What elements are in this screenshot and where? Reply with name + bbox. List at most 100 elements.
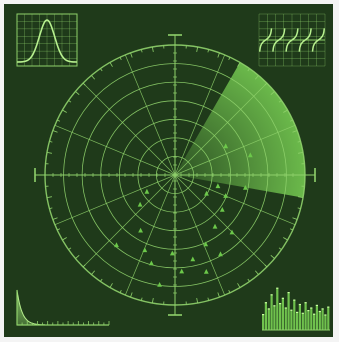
circumference-tick — [217, 292, 220, 298]
circumference-tick — [52, 217, 58, 220]
circumference-tick — [75, 254, 80, 259]
circumference-tick — [247, 278, 250, 282]
circumference-tick — [292, 130, 298, 133]
radar-blip — [223, 193, 228, 198]
circumference-tick — [141, 297, 143, 301]
radar-blip — [203, 241, 209, 247]
circumference-tick — [82, 264, 86, 268]
radar-spoke — [124, 54, 176, 176]
circumference-tick — [297, 207, 301, 209]
spectrum-bar — [296, 312, 299, 330]
spectrum-bar — [287, 292, 290, 330]
radar-spoke — [174, 174, 296, 226]
circumference-tick — [100, 278, 103, 282]
circumference-tick — [278, 247, 282, 250]
spectrum-bar — [313, 314, 316, 330]
circumference-tick — [49, 207, 53, 209]
spectrum-bar — [301, 313, 304, 330]
circumference-tick — [119, 289, 122, 293]
spectrum-bar — [321, 308, 324, 330]
tangent-curve — [272, 28, 286, 52]
spectrum-bar — [298, 304, 301, 330]
circumference-tick — [289, 119, 293, 122]
radar-blip — [157, 282, 162, 287]
radar-spoke — [174, 174, 268, 268]
circumference-tick — [237, 283, 241, 288]
spectrum-bar — [276, 288, 279, 330]
circumference-tick — [91, 270, 96, 275]
radar-spoke — [54, 124, 176, 176]
circumference-tick — [130, 52, 133, 58]
spectrum-bar — [327, 307, 330, 330]
circumference-tick — [100, 68, 103, 72]
circumference-tick — [91, 75, 96, 80]
spectrum-bar — [293, 300, 296, 330]
circumference-tick — [141, 49, 143, 53]
radar-blip — [204, 190, 209, 196]
circumference-tick — [46, 152, 52, 154]
circumference-tick — [289, 228, 293, 231]
radar-blip — [243, 185, 248, 190]
circumference-tick — [152, 298, 154, 304]
radar-blip — [137, 201, 143, 207]
radar-blip — [114, 242, 119, 248]
radar-spoke — [174, 82, 268, 176]
circumference-tick — [283, 109, 288, 113]
gaussian-curve-widget — [16, 13, 78, 67]
spectrum-bar — [270, 294, 273, 330]
circumference-tick — [196, 46, 198, 52]
radar-blip — [218, 251, 223, 257]
radar-sweep — [175, 62, 305, 198]
radar-display — [34, 34, 316, 316]
tangent-curve — [285, 28, 299, 52]
radar-blip — [247, 152, 253, 158]
circumference-tick — [62, 109, 67, 113]
circumference-tick — [75, 91, 80, 96]
spectrum-bars-widget — [262, 287, 330, 331]
radar-blip — [219, 207, 225, 212]
radar-spoke — [174, 174, 226, 296]
circumference-tick — [264, 264, 268, 268]
radar-spoke — [174, 54, 226, 176]
circumference-tick — [297, 141, 301, 143]
radar-blip — [179, 268, 185, 274]
circumference-tick — [109, 283, 113, 288]
circumference-tick — [130, 292, 133, 298]
radar-blip — [149, 260, 154, 266]
circumference-tick — [82, 82, 86, 86]
circumference-tick — [270, 91, 275, 96]
spectrum-bar — [304, 302, 307, 330]
decay-curve-widget — [16, 289, 110, 326]
tangent-curve — [311, 28, 326, 52]
circumference-tick — [254, 270, 259, 275]
circumference-tick — [109, 62, 113, 67]
spectrum-bar — [273, 305, 276, 330]
spectrum-bar — [267, 308, 270, 330]
circumference-tick — [283, 237, 288, 241]
spectrum-bar — [310, 308, 313, 330]
circumference-tick — [278, 100, 282, 103]
radar-blip — [190, 256, 196, 262]
spectrum-bar — [279, 303, 282, 330]
circumference-tick — [196, 298, 198, 304]
radar-blip — [144, 188, 150, 194]
radar-spoke — [124, 174, 176, 296]
circumference-tick — [152, 46, 154, 52]
circumference-tick — [49, 141, 53, 143]
radar-blip — [138, 227, 143, 233]
radar-spoke — [174, 124, 296, 176]
radar-blip — [142, 247, 148, 253]
circumference-tick — [228, 289, 231, 293]
circumference-tick — [57, 228, 61, 231]
circumference-tick — [264, 82, 268, 86]
radar-blip — [203, 269, 209, 274]
radar-blip — [229, 229, 235, 235]
radar-spoke — [54, 174, 176, 226]
spectrum-bar — [318, 311, 321, 330]
tangent-curve — [298, 28, 312, 52]
spectrum-bar — [281, 298, 284, 330]
spectrum-bar — [290, 310, 293, 330]
circumference-tick — [298, 196, 304, 198]
